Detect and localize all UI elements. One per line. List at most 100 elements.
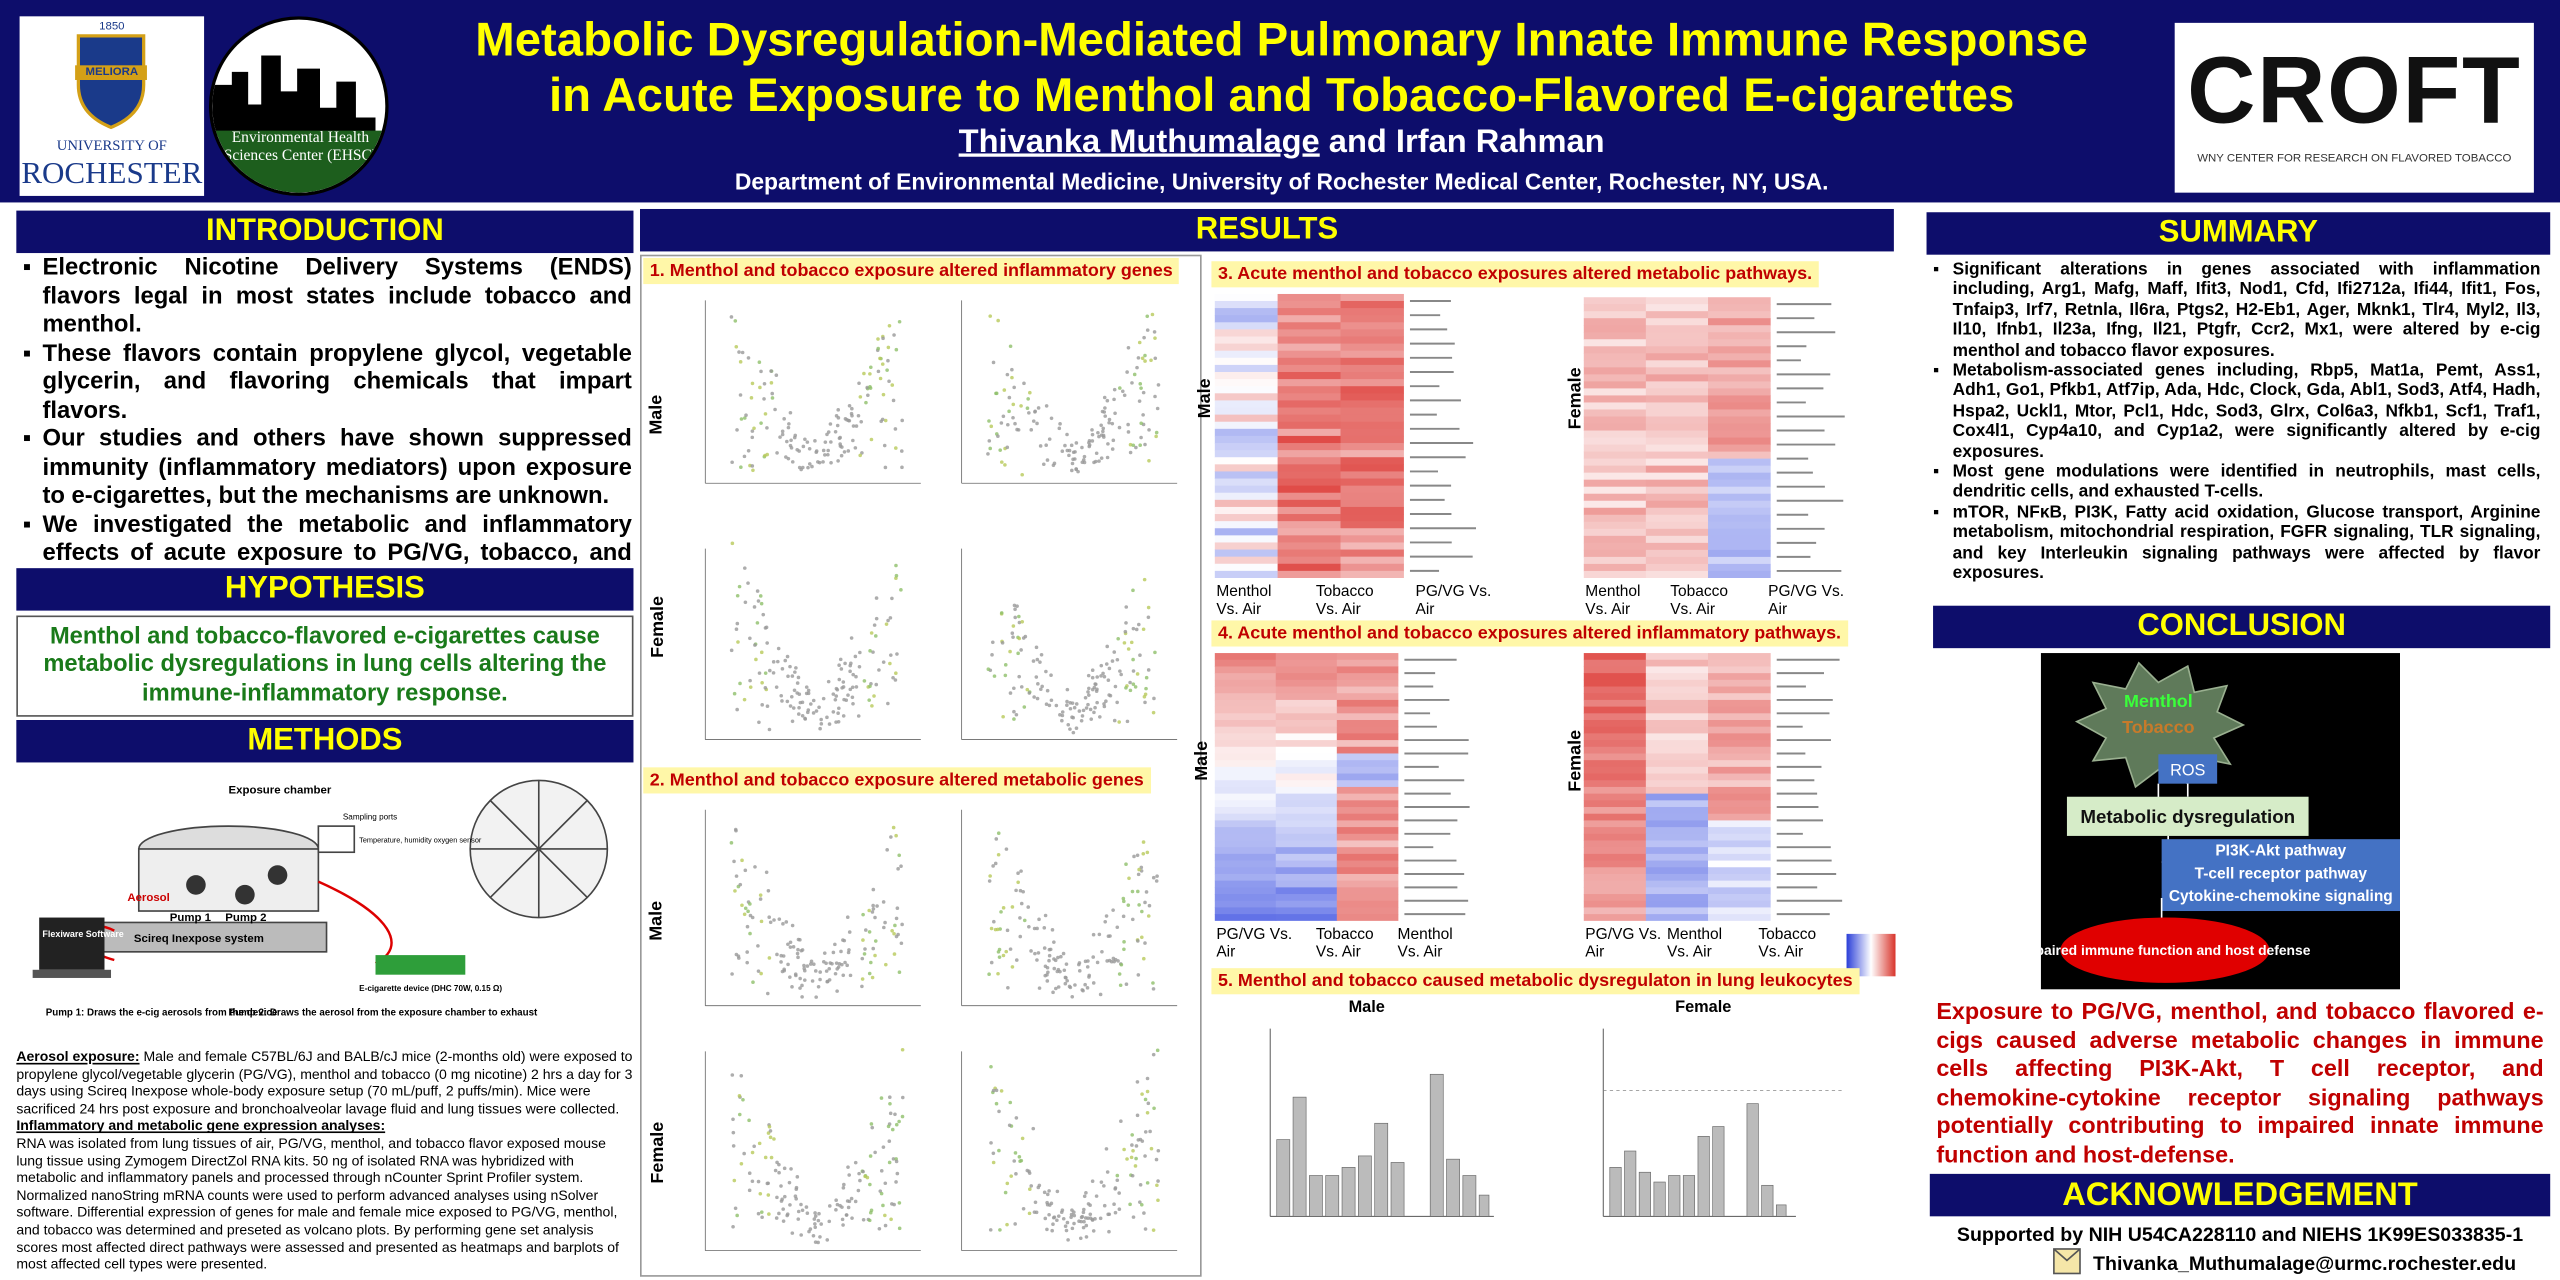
heat-cell bbox=[1340, 379, 1404, 387]
point bbox=[756, 944, 760, 948]
point bbox=[858, 1178, 862, 1183]
point bbox=[1084, 706, 1089, 710]
heat-cell bbox=[1583, 659, 1647, 667]
point bbox=[845, 1199, 850, 1203]
point bbox=[1135, 1080, 1140, 1084]
results-left-frame bbox=[640, 254, 1202, 1277]
point bbox=[850, 406, 854, 411]
heat-cell bbox=[1340, 372, 1404, 380]
point bbox=[1050, 928, 1055, 932]
point bbox=[768, 920, 773, 925]
point bbox=[798, 976, 802, 981]
panel-title: 5. Menthol and tobacco caused metabolic … bbox=[1211, 968, 1860, 995]
bar bbox=[1668, 1175, 1681, 1217]
heat-cell bbox=[1340, 322, 1404, 330]
bar bbox=[1374, 1122, 1389, 1217]
point bbox=[833, 942, 837, 947]
heat-cell bbox=[1214, 833, 1277, 841]
point bbox=[1013, 1222, 1017, 1226]
point bbox=[759, 1210, 764, 1214]
point bbox=[1018, 916, 1022, 920]
methods-paragraph: RNA was isolated from lung tissues of ai… bbox=[16, 1134, 619, 1273]
point bbox=[827, 722, 832, 726]
heat-cell bbox=[1336, 853, 1399, 862]
point bbox=[872, 694, 876, 698]
point bbox=[1105, 959, 1109, 963]
heat-cell bbox=[1708, 500, 1771, 509]
point bbox=[730, 460, 734, 465]
point bbox=[831, 950, 836, 955]
point bbox=[1065, 1220, 1070, 1225]
point bbox=[734, 874, 739, 878]
point bbox=[759, 971, 763, 976]
point bbox=[747, 1171, 752, 1175]
heat-cell bbox=[1277, 535, 1342, 543]
heat-cell bbox=[1708, 907, 1771, 915]
heat-cell bbox=[1340, 329, 1404, 337]
heat-cell bbox=[1340, 308, 1404, 316]
point bbox=[796, 955, 800, 960]
heat-cell bbox=[1214, 443, 1279, 451]
point bbox=[731, 1144, 736, 1148]
point bbox=[991, 1160, 996, 1165]
heat-cell bbox=[1214, 421, 1279, 430]
point bbox=[892, 931, 896, 936]
point bbox=[766, 888, 771, 893]
point bbox=[893, 1112, 897, 1117]
point bbox=[886, 1124, 891, 1129]
heat-cell bbox=[1645, 706, 1709, 714]
point bbox=[868, 684, 872, 689]
heat-cell bbox=[1336, 720, 1399, 728]
point bbox=[746, 448, 751, 453]
point bbox=[1153, 394, 1157, 399]
row-label: Male bbox=[646, 394, 667, 435]
point bbox=[1016, 871, 1020, 875]
point bbox=[857, 1171, 861, 1176]
point bbox=[806, 688, 811, 693]
point bbox=[1045, 965, 1050, 970]
point bbox=[1124, 862, 1128, 867]
heat-cell bbox=[1645, 820, 1709, 828]
heat-cell bbox=[1336, 860, 1399, 868]
heat-cell bbox=[1340, 570, 1404, 578]
point bbox=[1099, 674, 1103, 678]
heat-cell bbox=[1340, 492, 1404, 501]
point bbox=[891, 675, 895, 680]
point bbox=[994, 837, 999, 841]
point bbox=[1025, 687, 1030, 692]
point bbox=[788, 410, 793, 415]
point bbox=[989, 1064, 993, 1069]
heat-cell bbox=[1645, 720, 1709, 728]
point bbox=[1013, 615, 1018, 620]
point bbox=[870, 704, 874, 708]
point bbox=[894, 916, 899, 921]
point bbox=[1103, 919, 1108, 924]
point bbox=[794, 973, 798, 978]
point bbox=[743, 868, 748, 873]
point bbox=[893, 427, 898, 431]
heat-cell bbox=[1645, 853, 1709, 862]
heat-cell bbox=[1340, 478, 1404, 487]
point bbox=[1065, 978, 1069, 983]
heat-cell bbox=[1340, 357, 1404, 366]
point bbox=[1138, 653, 1142, 658]
heat-cell bbox=[1277, 499, 1342, 508]
point bbox=[790, 985, 794, 989]
heat-cell bbox=[1214, 766, 1277, 775]
heat-cell bbox=[1214, 407, 1279, 416]
point bbox=[1154, 430, 1159, 435]
row-label: Female bbox=[648, 1121, 668, 1184]
point bbox=[1073, 983, 1077, 987]
point bbox=[736, 640, 740, 644]
point bbox=[1083, 982, 1087, 987]
point bbox=[991, 640, 995, 645]
bar bbox=[1309, 1175, 1323, 1217]
point bbox=[1106, 1212, 1110, 1217]
heat-cell bbox=[1214, 570, 1279, 578]
bars bbox=[1276, 1073, 1490, 1217]
point bbox=[853, 654, 858, 659]
heat-cell bbox=[1214, 686, 1277, 694]
point bbox=[735, 428, 739, 432]
heat-cell bbox=[1583, 423, 1647, 432]
point bbox=[767, 915, 772, 920]
